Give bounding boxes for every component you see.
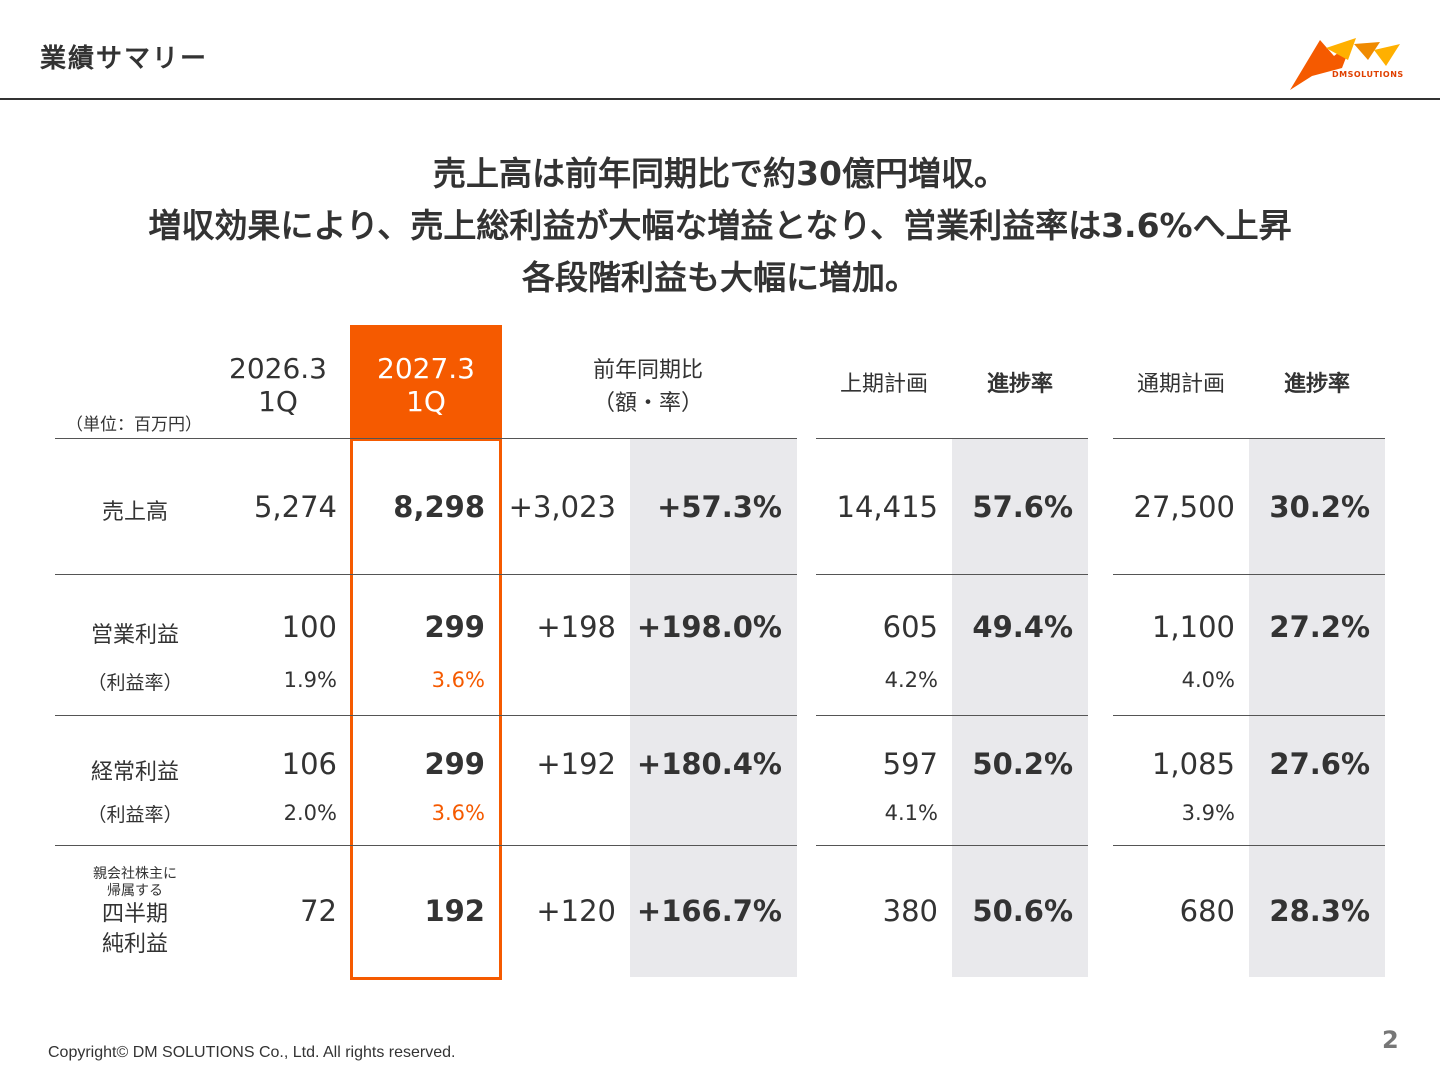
row-divider [1113, 574, 1385, 575]
ord-profit-prev: 106 [281, 747, 337, 781]
ord-profit-current: 299 [424, 747, 485, 781]
ord-margin-current: 3.6% [431, 801, 485, 825]
col-header-current: 2027.3 1Q [377, 352, 475, 418]
unit-label: （単位：百万円） [66, 415, 202, 435]
row-divider [1113, 845, 1385, 846]
row-divider [816, 715, 1088, 716]
headline-line-2: 増収効果により、売上総利益が大幅な増益となり、営業利益率は3.6%へ上昇 [148, 206, 1292, 245]
op-margin-half-plan: 4.2% [884, 668, 938, 692]
row-divider [1113, 715, 1385, 716]
ord-profit-half-progress: 50.2% [972, 747, 1073, 781]
op-profit-yoy-rate: +198.0% [636, 610, 782, 644]
net-income-full-plan: 680 [1179, 894, 1235, 928]
op-margin-full-plan: 4.0% [1181, 668, 1235, 692]
col-header-half-plan: 上期計画 [839, 372, 928, 397]
copyright-notice: Copyright© DM SOLUTIONS Co., Ltd. All ri… [48, 1044, 456, 1061]
net-income-half-progress: 50.6% [972, 894, 1073, 928]
row-divider [55, 715, 797, 716]
sales-full-plan: 27,500 [1133, 490, 1235, 524]
col-header-full-progress: 進捗率 [1283, 372, 1350, 397]
headline-line-3: 各段階利益も大幅に増加。 [522, 258, 918, 297]
ord-profit-yoy-amount: +192 [536, 747, 616, 781]
op-profit-full-plan: 1,100 [1151, 610, 1235, 644]
ord-margin-half-plan: 4.1% [884, 801, 938, 825]
ord-profit-full-progress: 27.6% [1269, 747, 1370, 781]
yoy-rate-column-bg [630, 439, 797, 977]
company-logo: DMSOLUTIONS [1282, 30, 1404, 94]
logo-mark-icon [1290, 40, 1352, 90]
ord-profit-half-plan: 597 [882, 747, 938, 781]
net-income-prev: 72 [300, 894, 337, 928]
sales-full-progress: 30.2% [1269, 490, 1370, 524]
ord-profit-full-plan: 1,085 [1151, 747, 1235, 781]
row-divider [816, 845, 1088, 846]
row-divider [55, 574, 797, 575]
net-income-full-progress: 28.3% [1269, 894, 1370, 928]
op-margin-prev: 1.9% [283, 668, 337, 692]
logo-text: DMSOLUTIONS [1332, 70, 1404, 79]
col-header-yoy: 前年同期比 （額・率） [592, 358, 703, 416]
col-header-full-plan: 通期計画 [1136, 372, 1225, 397]
ord-margin-prev: 2.0% [283, 801, 337, 825]
page-title: 業績サマリー [40, 44, 209, 74]
sales-half-progress: 57.6% [972, 490, 1073, 524]
sales-half-plan: 14,415 [836, 490, 938, 524]
op-profit-half-plan: 605 [882, 610, 938, 644]
full-progress-column-bg [1249, 439, 1385, 977]
sales-yoy-rate: +57.3% [657, 490, 782, 524]
col-header-half-progress: 進捗率 [986, 372, 1053, 397]
net-income-half-plan: 380 [882, 894, 938, 928]
op-margin-current: 3.6% [431, 668, 485, 692]
op-profit-current: 299 [424, 610, 485, 644]
ord-profit-yoy-rate: +180.4% [636, 747, 782, 781]
current-period-highlight-box [350, 438, 502, 980]
header-divider [0, 98, 1440, 100]
op-profit-full-progress: 27.2% [1269, 610, 1370, 644]
sales-prev: 5,274 [253, 490, 337, 524]
row-label-ordinary-profit: 経常利益 [90, 760, 179, 785]
current-period-header-bg [350, 325, 502, 441]
sales-yoy-amount: +3,023 [508, 490, 616, 524]
row-sublabel-margin: （利益率） [87, 804, 183, 826]
ord-margin-full-plan: 3.9% [1181, 801, 1235, 825]
col-header-prev: 2026.3 1Q [229, 352, 327, 418]
row-divider [55, 845, 797, 846]
row-divider [1113, 438, 1385, 439]
row-divider [816, 438, 1088, 439]
row-label-net-income: 親会社株主に 帰属する 四半期 純利益 [93, 866, 177, 957]
row-divider [816, 574, 1088, 575]
row-label-sales: 売上高 [101, 500, 168, 525]
half-progress-column-bg [952, 439, 1088, 977]
net-income-yoy-rate: +166.7% [636, 894, 782, 928]
row-divider [55, 438, 797, 439]
op-profit-yoy-amount: +198 [536, 610, 616, 644]
headline: 売上高は前年同期比で約30億円増収。 増収効果により、売上総利益が大幅な増益とな… [0, 148, 1440, 304]
net-income-yoy-amount: +120 [536, 894, 616, 928]
page-number: 2 [1382, 1026, 1399, 1054]
op-profit-half-progress: 49.4% [972, 610, 1073, 644]
net-income-current: 192 [424, 894, 485, 928]
headline-line-1: 売上高は前年同期比で約30億円増収。 [433, 154, 1007, 193]
row-label-operating-profit: 営業利益 [90, 623, 179, 648]
sales-current: 8,298 [393, 490, 485, 524]
op-profit-prev: 100 [281, 610, 337, 644]
row-sublabel-margin: （利益率） [87, 672, 183, 694]
